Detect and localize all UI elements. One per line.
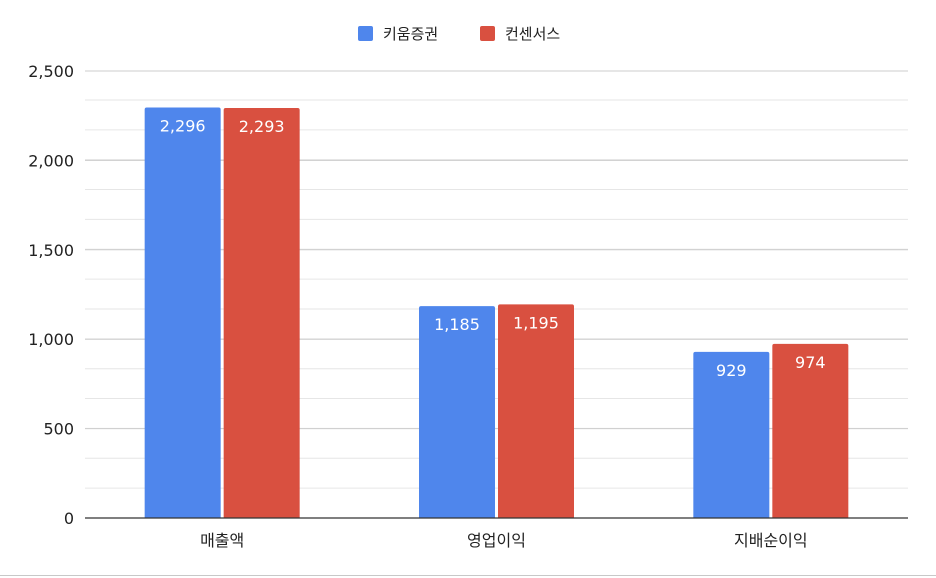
data-labels: 2,296 2,293 1,185 1,195 929 974 <box>160 116 826 379</box>
x-category-label: 지배순이익 <box>734 531 808 550</box>
x-axis-categories: 매출액 영업이익 지배순이익 <box>200 531 808 550</box>
y-tick-label: 1,000 <box>28 330 74 349</box>
y-tick-label: 2,500 <box>28 62 74 81</box>
bar-value-label: 2,293 <box>239 117 285 136</box>
legend-swatch <box>480 26 495 41</box>
y-tick-label: 1,500 <box>28 241 74 260</box>
bar-kiwoom <box>693 351 770 518</box>
y-tick-label: 2,000 <box>28 151 74 170</box>
gridlines <box>85 70 908 489</box>
legend-label: 컨센서스 <box>505 25 560 43</box>
legend: 키움증권 컨센서스 <box>358 25 560 43</box>
bar-value-label: 2,296 <box>160 116 206 135</box>
y-tick-label: 500 <box>43 420 74 439</box>
bottom-divider <box>0 575 936 576</box>
bar-kiwoom <box>419 306 495 518</box>
bar-consensus <box>498 304 574 518</box>
y-tick-label: 0 <box>64 509 74 528</box>
bar-value-label: 929 <box>716 361 747 380</box>
legend-label: 키움증권 <box>383 25 438 43</box>
bar-value-label: 1,195 <box>513 313 559 332</box>
bar-kiwoom <box>144 107 221 519</box>
x-category-label: 매출액 <box>200 531 244 550</box>
bar-consensus <box>772 343 849 518</box>
bar-value-label: 974 <box>795 353 826 372</box>
bar-value-label: 1,185 <box>434 315 480 334</box>
x-category-label: 영업이익 <box>467 531 526 550</box>
bar-consensus <box>223 108 300 518</box>
bars <box>144 107 849 519</box>
legend-swatch <box>358 26 373 41</box>
y-axis-ticks: 0 500 1,000 1,500 2,000 2,500 <box>28 62 74 528</box>
